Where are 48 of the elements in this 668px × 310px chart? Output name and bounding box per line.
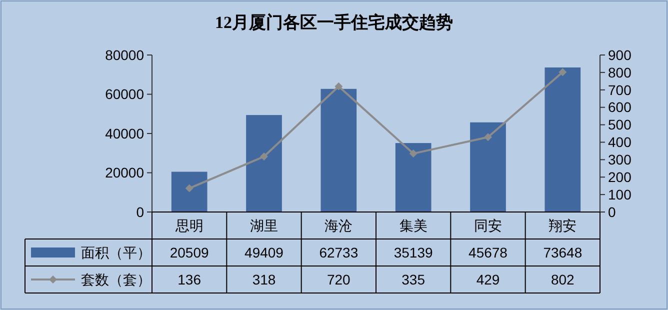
point	[484, 133, 492, 142]
data-label: 73648	[543, 244, 582, 260]
x-tick-label: 湖里	[250, 217, 278, 234]
y-tick-label: 80000	[105, 46, 144, 63]
y2-tick-label: 200	[608, 169, 632, 186]
x-tick-label: 翔安	[548, 217, 577, 234]
data-label: 335	[402, 271, 426, 288]
y2-tick-label: 100	[608, 186, 632, 202]
chart-title: 12月厦门各区一手住宅成交趋势	[215, 13, 453, 32]
y-tick-label: 20000	[105, 164, 144, 181]
legend-label: 套数（套）	[81, 271, 151, 288]
data-label: 429	[476, 271, 500, 288]
y2-tick-label: 700	[608, 82, 632, 98]
point	[334, 82, 343, 90]
y-tick-label: 60000	[105, 86, 144, 102]
y2-tick-label: 400	[608, 134, 632, 150]
data-label: 49409	[244, 244, 284, 260]
y2-tick-label: 0	[608, 204, 616, 220]
bar	[395, 143, 432, 212]
data-label: 802	[550, 271, 575, 288]
y2-tick-label: 800	[608, 64, 632, 80]
legend-label: 面积（平）	[81, 244, 151, 260]
data-label: 318	[252, 271, 276, 288]
point	[558, 68, 567, 76]
x-tick-label: 同安	[474, 217, 502, 234]
data-label: 136	[178, 271, 202, 288]
y-tick-label: 0	[136, 204, 144, 220]
point	[185, 184, 194, 192]
y2-tick-label: 500	[608, 116, 632, 133]
bar	[320, 88, 357, 212]
y-tick-label: 40000	[105, 125, 144, 142]
data-label: 45678	[468, 244, 508, 260]
data-label: 62733	[319, 244, 358, 260]
point	[260, 152, 268, 161]
x-tick-label: 集美	[399, 217, 428, 234]
bar	[544, 67, 581, 212]
bar	[246, 115, 282, 212]
x-tick-label: 海沧	[324, 217, 353, 234]
x-tick-label: 思明	[174, 217, 204, 234]
point	[409, 150, 418, 158]
y2-tick-label: 900	[608, 46, 632, 63]
y2-tick-label: 300	[608, 152, 632, 168]
bar	[470, 122, 506, 212]
bar	[171, 172, 208, 212]
data-label: 35139	[394, 244, 434, 260]
data-label: 20509	[170, 244, 210, 260]
data-label: 720	[326, 271, 351, 288]
y2-tick-label: 600	[608, 99, 632, 116]
